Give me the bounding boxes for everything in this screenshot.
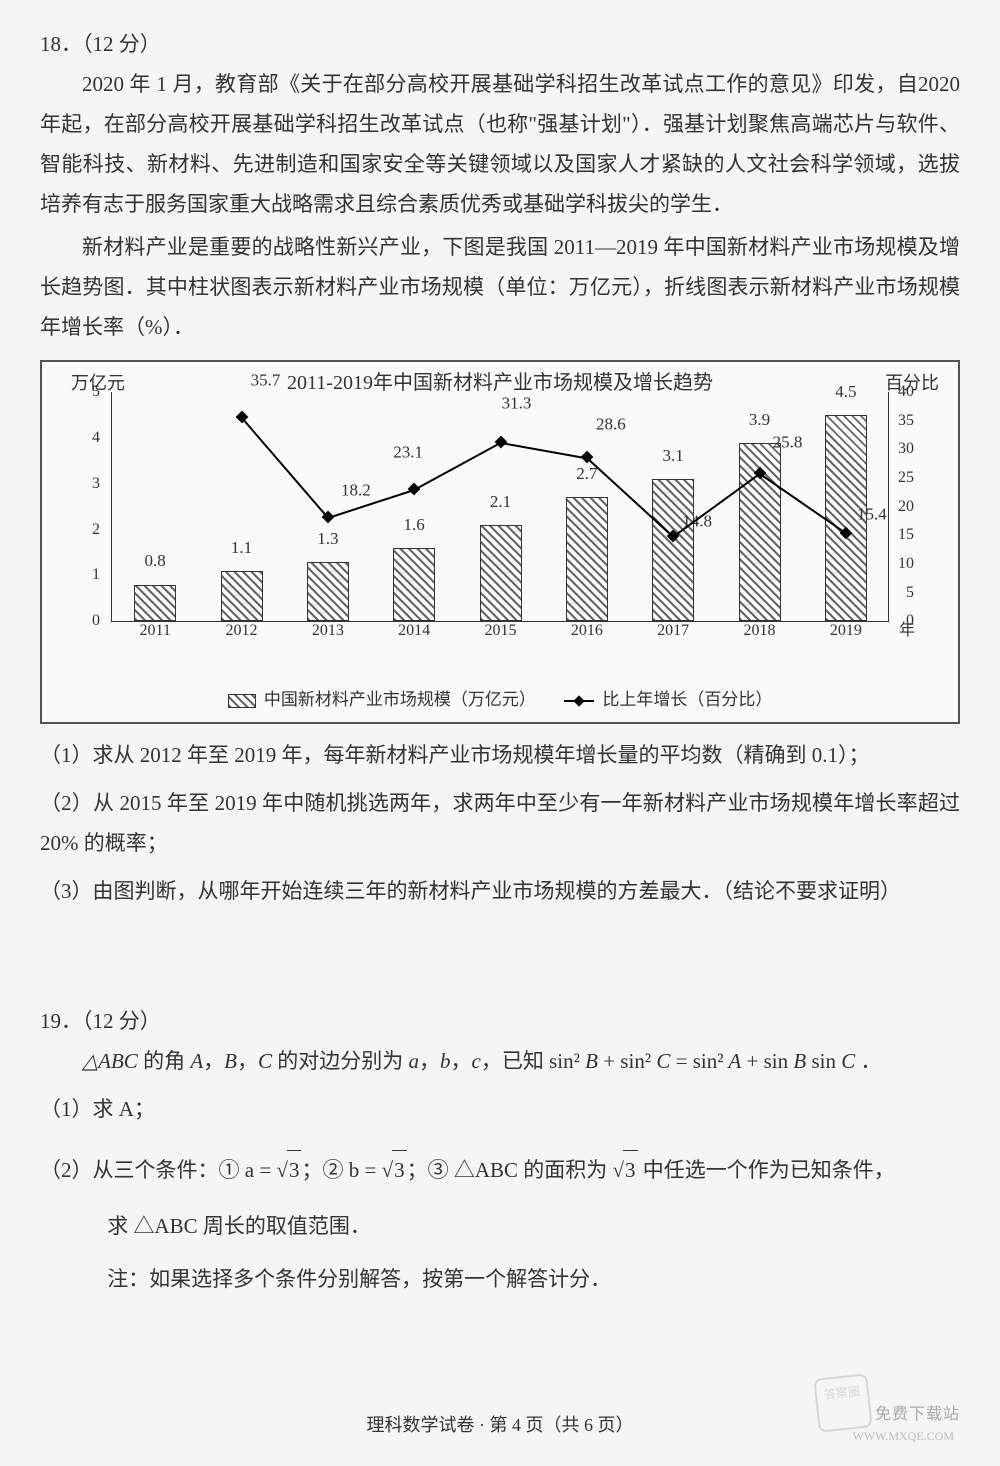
stamp-watermark: 答案圈 [813,1373,872,1432]
bar [307,562,349,622]
line-segment [241,417,329,518]
bar-label: 1.3 [317,523,338,555]
bar [393,548,435,621]
chart-area: 万亿元 2011-2019年中国新材料产业市场规模及增长趋势 百分比 年 012… [81,372,919,652]
q18-sub2-text: （2）从 2015 年至 2019 年中随机挑选两年，求两年中至少有一年新材料产… [40,791,960,855]
q19-note: 注：如果选择多个条件分别解答，按第一个解答计分． [40,1260,960,1300]
q19-sub2-prefix: （2）从三个条件：① a = [40,1158,276,1182]
q18-sub3: （3）由图判断，从哪年开始连续三年的新材料产业市场规模的方差最大．（结论不要求证… [40,872,960,912]
chart-container: 万亿元 2011-2019年中国新材料产业市场规模及增长趋势 百分比 年 012… [40,360,960,724]
q19-number: 19．（12 分） [40,1002,960,1042]
ytick-right: 25 [898,463,914,493]
q18-number: 18．（12 分） [40,25,960,65]
bar-label: 1.6 [404,509,425,541]
ytick-left: 5 [92,377,100,407]
q19-sub2: （2）从三个条件：① a = 3；② b = 3；③ △ABC 的面积为 3 中… [40,1150,960,1191]
q19-p1: △ABC 的角 A，B，C 的对边分别为 a，b，c，已知 sin² B + s… [40,1042,960,1082]
legend-line-text: 比上年增长（百分比） [602,690,772,709]
ytick-left: 3 [92,469,100,499]
line-label: 15.4 [857,499,887,531]
bar-label: 0.8 [145,546,166,578]
bar [566,497,608,621]
q19-sub2-suffix: 中任选一个作为已知条件， [638,1158,895,1182]
q19-sub1: （1）求 A； [40,1090,960,1130]
line-label: 35.7 [251,364,281,396]
q18-p1: 2020 年 1 月，教育部《关于在部分高校开展基础学科招生改革试点工作的意见》… [40,65,960,225]
ytick-left: 1 [92,560,100,590]
watermark-sub: WWW.MXQE.COM [852,1425,954,1448]
line-label: 25.8 [773,427,803,459]
ytick-left: 0 [92,606,100,636]
bar [221,571,263,621]
q19-sub2-mid2: ；③ △ABC 的面积为 [407,1158,613,1182]
legend-bar-text: 中国新材料产业市场规模（万亿元） [264,690,536,709]
q18-sub1: （1）求从 2012 年至 2019 年，每年新材料产业市场规模年增长量的平均数… [40,736,960,776]
q19-triangle: △ABC [82,1049,138,1073]
xtick: 2013 [312,616,344,646]
ytick-right: 15 [898,520,914,550]
sqrt3-2: 3 [392,1150,407,1191]
q19-sub2-mid1: ；② b = [301,1158,381,1182]
legend-bar-swatch [228,694,256,708]
xtick: 2018 [744,616,776,646]
xtick: 2017 [657,616,689,646]
q18-p2: 新材料产业是重要的战略性新兴产业，下图是我国 2011—2019 年中国新材料产… [40,228,960,348]
xtick: 2019 [830,616,862,646]
q18-sub2: （2）从 2015 年至 2019 年中随机挑选两年，求两年中至少有一年新材料产… [40,784,960,864]
line-label: 28.6 [596,409,626,441]
bar-label: 3.1 [663,440,684,472]
xtick: 2016 [571,616,603,646]
chart-legend: 中国新材料产业市场规模（万亿元） 比上年增长（百分比） [57,684,943,716]
ytick-right: 35 [898,406,914,436]
plot-area: 年 01234505101520253035400.820111.120121.… [111,392,889,622]
ytick-right: 0 [906,606,914,636]
bar-label: 1.1 [231,532,252,564]
bar [652,479,694,621]
line-label: 23.1 [393,436,423,468]
bar-label: 4.5 [835,376,856,408]
ytick-right: 5 [906,577,914,607]
ytick-right: 30 [898,434,914,464]
ytick-right: 10 [898,549,914,579]
q19-sub2b: 求 △ABC 周长的取值范围． [40,1207,960,1247]
xtick: 2014 [398,616,430,646]
xtick: 2015 [485,616,517,646]
legend-line-swatch [564,700,594,702]
line-label: 18.2 [341,474,371,506]
sqrt3-1: 3 [287,1150,302,1191]
line-segment [414,442,501,491]
bar-label: 2.1 [490,486,511,518]
ytick-right: 40 [898,377,914,407]
ytick-right: 20 [898,491,914,521]
line-label: 31.3 [502,387,532,419]
ytick-left: 2 [92,514,100,544]
xtick: 2012 [226,616,258,646]
right-axis [888,392,890,621]
xtick: 2011 [139,616,170,646]
bar-label: 3.9 [749,404,770,436]
sqrt3-3: 3 [623,1150,638,1191]
bar [480,525,522,621]
line-segment [500,442,587,459]
ytick-left: 4 [92,423,100,453]
